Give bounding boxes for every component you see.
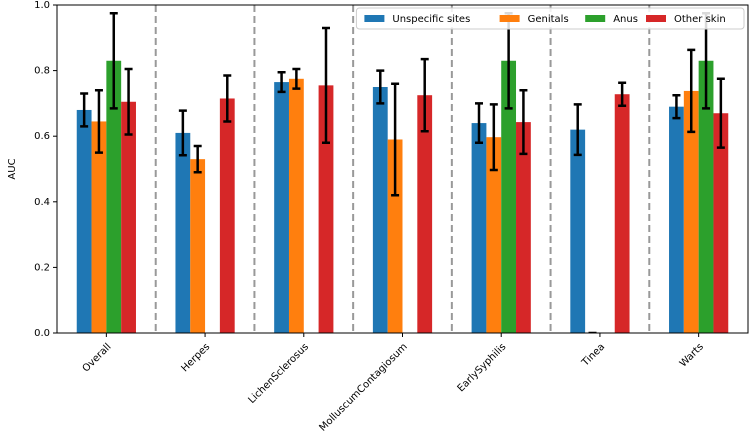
bar — [372, 87, 388, 333]
error-bar — [223, 74, 232, 123]
error-bar — [618, 81, 627, 107]
legend-swatch — [499, 15, 520, 22]
legend-label: Other skin — [674, 14, 726, 25]
y-axis-label: AUC — [7, 158, 18, 179]
bar — [417, 95, 433, 333]
legend-swatch — [585, 15, 606, 22]
legend-swatch — [364, 15, 385, 22]
error-bar — [193, 144, 202, 174]
legend-label: Unspecific sites — [392, 14, 470, 25]
x-tick-label: Tinea — [579, 341, 607, 369]
bar — [683, 90, 699, 333]
x-tick-label: LichenSclerosus — [247, 341, 312, 406]
error-bar — [94, 89, 103, 154]
bar — [76, 109, 92, 333]
bar — [219, 98, 235, 333]
bar — [614, 94, 630, 333]
bar — [570, 129, 586, 333]
bar — [288, 78, 304, 333]
y-tick-label: 0.0 — [34, 328, 50, 339]
error-bar — [716, 77, 725, 149]
bar — [190, 159, 206, 333]
legend-swatch — [646, 15, 666, 22]
x-tick-label: Warts — [678, 341, 706, 369]
y-tick-label: 0.4 — [34, 197, 50, 208]
error-bar — [573, 103, 582, 157]
bar — [121, 101, 136, 333]
error-bar — [687, 48, 696, 134]
legend-label: Anus — [613, 14, 638, 25]
y-tick-label: 1.0 — [34, 0, 50, 11]
bar — [486, 137, 502, 333]
plot-layer — [76, 11, 729, 333]
bar — [501, 60, 517, 333]
bar — [516, 122, 531, 333]
error-bar — [519, 89, 528, 156]
bar — [669, 106, 684, 333]
error-bar — [489, 103, 498, 172]
bar — [713, 113, 729, 333]
y-tick-label: 0.2 — [34, 262, 50, 273]
plot-frame — [56, 4, 749, 334]
x-tick-label: Herpes — [179, 341, 212, 374]
x-tick-label: MolluscumContagiosum — [317, 341, 409, 433]
legend-label: Genitals — [528, 14, 569, 25]
bar — [106, 60, 122, 333]
y-tick-label: 0.8 — [34, 66, 50, 77]
legend: Unspecific sites Genitals Anus Other skin — [355, 7, 745, 30]
error-bar — [391, 82, 400, 197]
error-bar — [672, 93, 681, 120]
error-bar — [109, 11, 118, 110]
error-bar — [178, 109, 187, 157]
error-bar — [420, 57, 429, 133]
error-bar — [80, 92, 89, 128]
error-bar — [277, 70, 286, 94]
x-tick-label: Overall — [81, 341, 114, 374]
bar — [387, 139, 403, 333]
bar — [91, 121, 107, 333]
bar — [471, 123, 487, 333]
error-bar — [292, 67, 301, 90]
legend-box — [355, 7, 745, 30]
y-tick-label: 0.6 — [34, 131, 50, 142]
bar — [318, 85, 334, 333]
error-bar — [124, 67, 133, 136]
bar — [698, 60, 714, 333]
bar — [175, 132, 191, 333]
error-bar — [376, 69, 385, 105]
bar — [274, 82, 289, 333]
error-bar — [321, 26, 330, 145]
error-bar — [475, 102, 484, 145]
x-tick-label: EarlySyphilis — [456, 341, 509, 394]
